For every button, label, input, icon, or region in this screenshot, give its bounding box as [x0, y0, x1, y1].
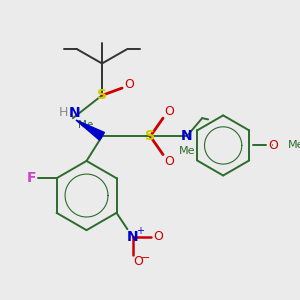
Text: S: S	[145, 129, 155, 143]
Text: N: N	[127, 230, 139, 244]
Text: S: S	[97, 88, 107, 102]
Text: Me: Me	[78, 120, 93, 130]
Text: +: +	[136, 226, 144, 236]
Text: Me: Me	[288, 140, 300, 149]
Text: Me: Me	[178, 146, 195, 156]
Text: F: F	[26, 171, 36, 185]
Text: −: −	[141, 254, 150, 263]
Text: N: N	[181, 129, 193, 143]
Text: H: H	[59, 106, 68, 119]
Text: O: O	[154, 230, 163, 243]
Text: O: O	[164, 105, 174, 118]
Text: O: O	[164, 155, 174, 168]
Text: O: O	[268, 139, 278, 152]
Text: O: O	[134, 255, 143, 268]
Text: N: N	[69, 106, 80, 120]
Text: O: O	[124, 78, 134, 91]
Polygon shape	[76, 120, 104, 140]
